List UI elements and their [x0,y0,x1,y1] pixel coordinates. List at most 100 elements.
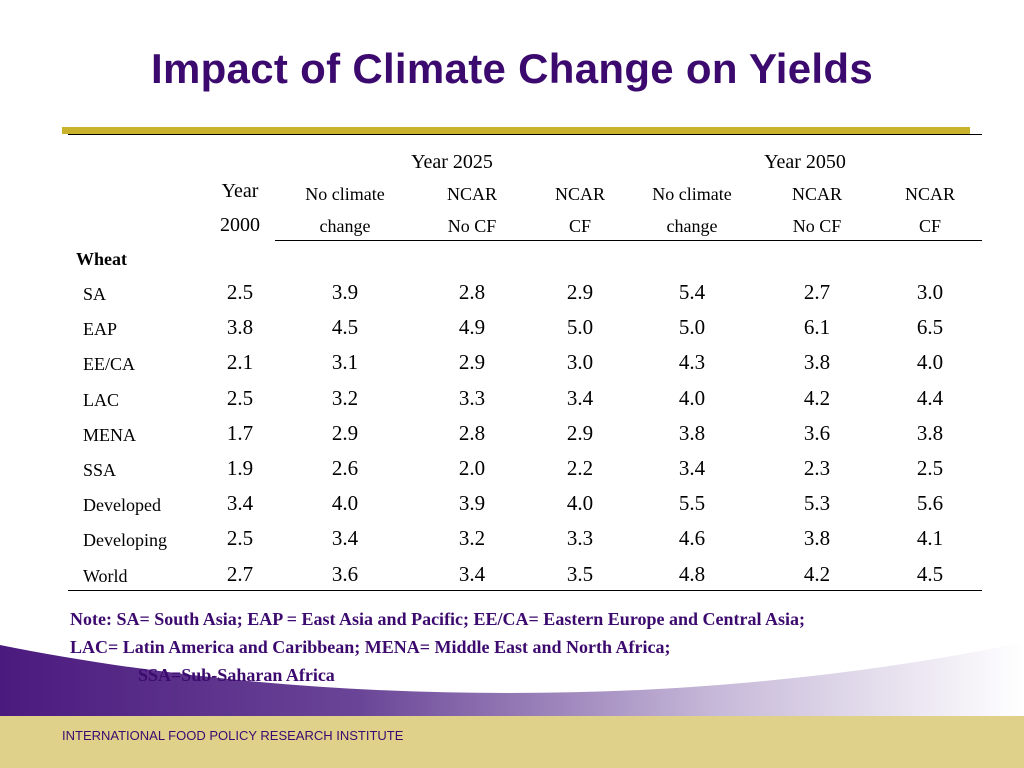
table-cell: 3.6 [803,420,831,445]
table-cell: 1.9 [226,456,254,480]
footer-institute: INTERNATIONAL FOOD POLICY RESEARCH INSTI… [62,728,404,743]
table-cell: 2.8 [458,280,486,304]
table-cell: 4.0 [916,350,944,375]
sub-header-3-line1: NCAR [554,184,605,204]
table-cell: 2.9 [331,420,359,445]
group-header-2025: Year 2025 [411,151,493,173]
table-cell: 3.8 [678,420,706,445]
col-year2000-line2: 2000 [220,214,260,236]
row-label: LAC [83,389,119,410]
table-cell: 2.5 [916,456,944,480]
title-underline [62,127,970,134]
table-top-rule [68,134,970,135]
table-cell: 4.4 [916,385,944,410]
table-cell: 6.5 [916,315,944,340]
table-cell: 5.4 [678,280,706,304]
table-cell: 5.6 [916,491,944,516]
table-cell: 4.3 [678,350,706,375]
crop-label: Wheat [76,249,127,269]
table-cell: 4.8 [678,561,706,586]
table-cell: 2.5 [226,526,254,551]
row-label: SSA [83,460,117,480]
sub-header-1-line1: No climate [305,184,385,204]
table-cell: 2.2 [566,456,594,480]
sub-header-5-line1: NCAR [791,184,842,204]
table-cell: 4.2 [803,385,831,410]
note-line-3: SSA=Sub-Saharan Africa [138,665,335,685]
table-cell: 4.1 [916,526,944,551]
slide-title: Impact of Climate Change on Yields [150,45,873,92]
table-cell: 2.9 [566,280,594,304]
table-cell: 2.7 [226,561,254,586]
table-cell: 2.1 [226,350,254,375]
sub-header-4-line2: change [666,216,718,236]
table-cell: 4.6 [678,526,706,551]
sub-header-1-line2: change [319,216,371,236]
table-cell: 2.9 [566,420,594,445]
table-cell: 4.0 [566,491,594,516]
table-cell: 3.4 [331,526,359,551]
table-cell: 4.2 [803,561,831,586]
decorative-swoosh [0,637,1024,716]
table-cell: 3.2 [331,385,359,410]
table-cell: 3.3 [566,526,594,551]
table-cell: 3.6 [331,561,359,586]
sub-header-4-line1: No climate [652,184,732,204]
table-cell: 3.4 [458,561,486,586]
table-cell: 3.1 [331,350,359,375]
row-label: SA [83,284,107,304]
header-bottom-rule [275,240,982,241]
abbreviation-note: Note: SA= South Asia; EAP = East Asia an… [70,605,805,689]
table-cell: 4.9 [458,315,486,340]
footer-band [0,716,1024,768]
table-cell: 3.8 [803,350,831,375]
row-label: EAP [83,319,118,340]
title-underline-tail [970,134,982,135]
table-cell: 3.8 [226,315,254,340]
table-cell: 3.4 [566,385,594,410]
table-cell: 3.8 [803,526,831,551]
row-label: World [83,565,128,586]
table-cell: 4.0 [331,491,359,516]
table-cell: 2.7 [803,280,831,304]
row-label: MENA [83,424,136,445]
note-line-1: Note: SA= South Asia; EAP = East Asia an… [70,609,805,629]
table-cell: 5.0 [566,315,594,340]
table-cell: 3.4 [678,456,706,480]
table-cell: 3.4 [226,491,254,516]
sub-header-5-line2: No CF [792,216,842,236]
row-label: EE/CA [83,354,135,375]
table-cell: 1.7 [226,420,254,445]
sub-header-2-line2: No CF [447,216,497,236]
table-cell: 2.5 [226,280,254,304]
table-cell: 3.0 [566,350,594,375]
table-bottom-rule [68,590,982,591]
sub-header-3-line2: CF [568,216,592,236]
table-cell: 2.6 [331,456,359,480]
col-year2000-line1: Year [221,180,259,202]
table-cell: 4.0 [678,385,706,410]
table-cell: 6.1 [803,315,831,340]
table-cell: 2.5 [226,385,254,410]
row-label: Developing [83,530,167,551]
table-cell: 4.5 [916,561,944,586]
table-cell: 2.3 [803,456,831,480]
table-cell: 3.2 [458,526,486,551]
table-cell: 3.5 [566,561,594,586]
table-cell: 3.9 [458,491,486,516]
note-line-2: LAC= Latin America and Caribbean; MENA= … [70,637,671,657]
table-cell: 2.9 [458,350,486,375]
sub-header-6-line2: CF [918,216,942,236]
table-cell: 2.8 [458,420,486,445]
sub-header-2-line1: NCAR [446,184,497,204]
table-cell: 3.3 [458,385,486,410]
table-cell: 3.8 [916,420,944,445]
table-cell: 2.0 [458,456,486,480]
table-cell: 5.5 [678,491,706,516]
table-cell: 5.3 [803,491,831,516]
table-cell: 5.0 [678,315,706,340]
table-cell: 3.0 [916,280,944,304]
row-label: Developed [83,495,161,516]
sub-header-6-line1: NCAR [904,184,955,204]
group-header-2050: Year 2050 [764,151,846,173]
